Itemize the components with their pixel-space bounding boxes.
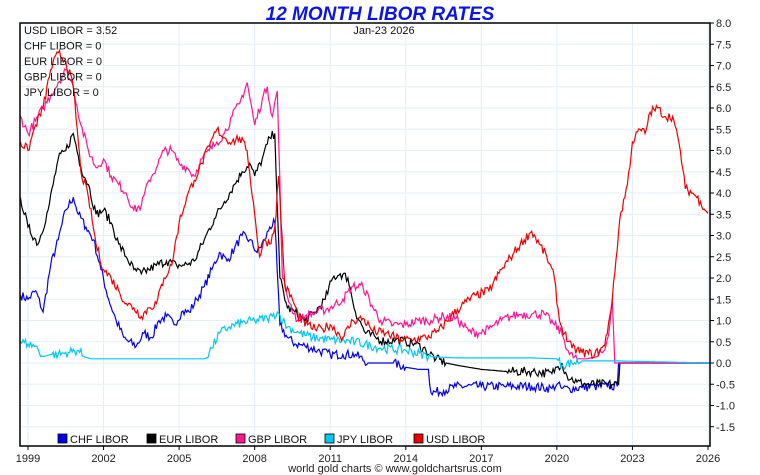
x-tick-label: 1999 <box>16 453 40 465</box>
series-line-chf-libor <box>20 197 710 398</box>
y-tick-label: 3.5 <box>716 209 731 221</box>
y-tick-label: 4.0 <box>716 188 731 200</box>
date-label: Jan-23 2026 <box>353 25 414 37</box>
y-tick-label: 3.0 <box>716 231 731 243</box>
series-line-gbp-libor <box>20 68 710 364</box>
legend-label: GBP LIBOR <box>248 434 307 446</box>
y-tick-label: 4.5 <box>716 167 731 179</box>
y-tick-label: -0.5 <box>716 379 735 391</box>
y-tick-label: 2.5 <box>716 252 731 264</box>
plot-frame <box>19 22 711 447</box>
y-tick-label: 1.5 <box>716 294 731 306</box>
y-tick-label: 0.5 <box>716 337 731 349</box>
y-tick-label: 6.0 <box>716 103 731 115</box>
x-tick-label: 2023 <box>620 453 644 465</box>
credit-text: world gold charts © www.goldchartsrus.co… <box>287 463 502 475</box>
x-tick-label: 2020 <box>545 453 569 465</box>
x-tick-label: 2002 <box>91 453 115 465</box>
y-tick-label: 7.5 <box>716 39 731 51</box>
current-value-readout: CHF LIBOR = 0 <box>24 41 101 53</box>
x-tick-label: 2011 <box>318 453 342 465</box>
series-line-eur-libor <box>20 130 710 390</box>
y-tick-label: 5.0 <box>716 146 731 158</box>
series-line-usd-libor <box>20 48 709 360</box>
legend-label: CHF LIBOR <box>70 434 129 446</box>
y-tick-label: -1.5 <box>716 422 735 434</box>
legend-label: EUR LIBOR <box>159 434 218 446</box>
series-lines <box>20 48 710 398</box>
legend-swatch <box>57 433 68 444</box>
x-tick-label: 2017 <box>469 453 493 465</box>
y-tick-label: -1.0 <box>716 401 735 413</box>
x-tick-label: 2026 <box>696 453 720 465</box>
series-line-jpy-libor <box>20 310 710 371</box>
legend-swatch <box>235 433 246 444</box>
current-value-readout: EUR LIBOR = 0 <box>24 56 102 68</box>
x-tick-label: 2008 <box>242 453 266 465</box>
x-axis: 1999 2002 2005 2008 2011 2014 2017 2020 2023 2026 <box>16 446 720 465</box>
y-tick-label: 7.0 <box>716 61 731 73</box>
legend-swatch <box>324 433 335 444</box>
y-axis: 8.0 7.5 7.0 6.5 6.0 5.5 5.0 4.5 4.0 3.5 3.0 2.5 2.0 1… <box>710 18 735 434</box>
x-tick-label: 2014 <box>394 453 418 465</box>
legend-swatch <box>413 433 424 444</box>
y-tick-label: 0.0 <box>716 358 731 370</box>
y-tick-label: 5.5 <box>716 124 731 136</box>
y-tick-label: 1.0 <box>716 316 731 328</box>
x-tick-label: 2005 <box>167 453 191 465</box>
legend: CHF LIBOR EUR LIBOR GBP LIBOR JPY LIBOR USD … <box>57 433 485 446</box>
y-tick-label: 6.5 <box>716 82 731 94</box>
legend-swatch <box>146 433 157 444</box>
chart-title: 12 MONTH LIBOR RATES <box>266 4 495 25</box>
current-value-readout: JPY LIBOR = 0 <box>24 87 99 99</box>
current-value-readout: GBP LIBOR = 0 <box>24 72 102 84</box>
y-tick-label: 2.0 <box>716 273 731 285</box>
y-tick-label: 8.0 <box>716 18 731 30</box>
legend-label: USD LIBOR <box>426 434 485 446</box>
current-value-readout: USD LIBOR = 3.52 <box>24 25 117 37</box>
current-value-readouts: USD LIBOR = 3.52 CHF LIBOR = 0 EUR LIBOR =… <box>24 25 117 99</box>
legend-label: JPY LIBOR <box>337 434 393 446</box>
